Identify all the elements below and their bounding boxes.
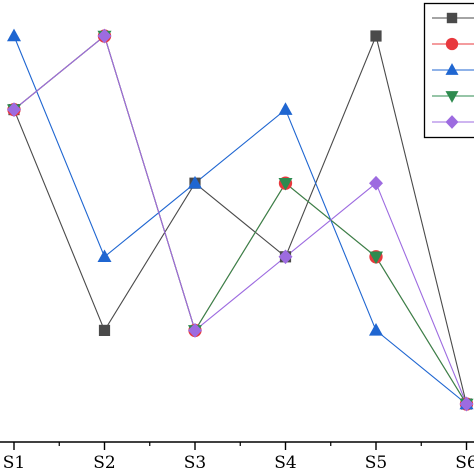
legend [423, 2, 474, 139]
x-tick-label: S2 [93, 453, 115, 473]
data-point-s1-S2 [98, 324, 111, 336]
series-line-5 [13, 35, 468, 405]
data-point-s4-S4 [278, 177, 293, 191]
data-point-s5-S6 [459, 396, 474, 412]
data-point-s3-S3 [188, 175, 202, 189]
series-lines [13, 34, 468, 405]
x-tick-label: S6 [455, 453, 474, 473]
legend-marker-4 [445, 91, 459, 103]
series-line-3 [13, 35, 467, 405]
x-tick-label: S4 [274, 453, 296, 473]
series-markers [7, 28, 474, 412]
legend-marker-3 [445, 63, 459, 75]
data-point-s3-S1 [7, 28, 21, 42]
data-point-s5-S3 [188, 323, 202, 338]
data-point-s5-S4 [278, 249, 293, 265]
data-point-s5-S2 [97, 28, 112, 44]
x-tick-label: S5 [365, 453, 387, 473]
data-point-s4-S5 [369, 251, 383, 265]
legend-marker-2 [445, 37, 459, 51]
series-line-1 [13, 34, 468, 405]
legend-marker-5 [445, 115, 459, 129]
data-point-s3-S2 [97, 249, 112, 263]
x-tick-label: S1 [3, 453, 25, 473]
x-axis: S1 S2 S3 S4 S5 S6 [0, 441, 474, 473]
data-point-s3-S5 [369, 323, 383, 336]
data-point-s5-S1 [7, 102, 21, 117]
data-point-s5-S5 [369, 175, 383, 191]
legend-marker-1 [446, 12, 458, 24]
data-point-s3-S4 [278, 102, 293, 115]
x-tick-label: S3 [184, 453, 206, 473]
data-point-s1-S5 [370, 30, 382, 42]
